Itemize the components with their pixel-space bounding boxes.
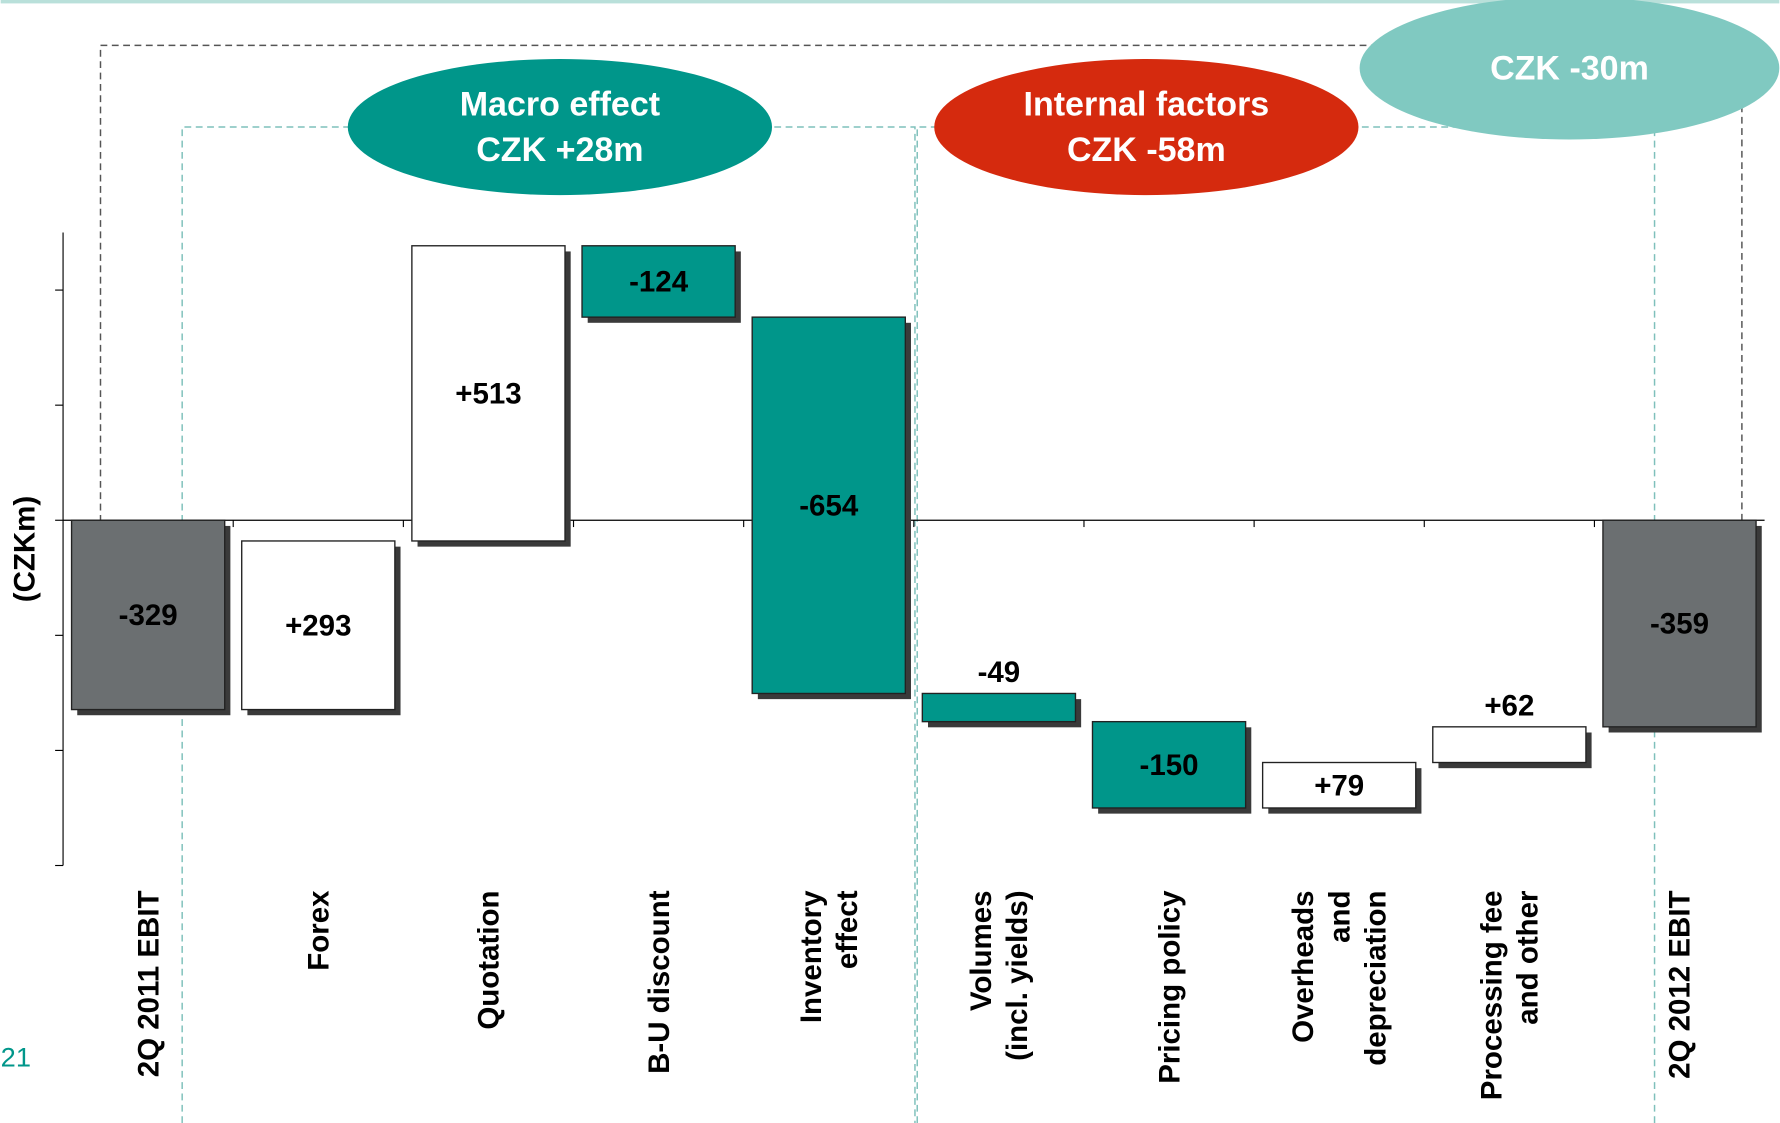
annotation-text: Macro effect <box>460 86 660 124</box>
annotation-bubble <box>347 58 773 196</box>
value-label: +293 <box>285 609 351 642</box>
x-tick-label: effect <box>831 890 864 969</box>
annotation-text: CZK +28m <box>476 131 643 169</box>
value-label: +513 <box>455 378 521 411</box>
bar <box>1261 761 1417 809</box>
bar <box>411 245 566 542</box>
x-tick-label: and <box>1323 890 1356 942</box>
annotation-bubble <box>934 58 1359 196</box>
x-tick-label: Volumes <box>965 890 998 1011</box>
top-border <box>0 0 1780 4</box>
bar <box>581 245 736 318</box>
x-tick-label: Pricing policy <box>1153 890 1186 1084</box>
annotation-text: Internal factors <box>1023 86 1269 124</box>
bar <box>1091 720 1247 809</box>
bar <box>241 540 396 711</box>
value-label: -654 <box>799 489 859 522</box>
value-label: -124 <box>629 266 689 299</box>
x-tick-label: Quotation <box>473 890 506 1029</box>
value-label: -359 <box>1650 608 1709 641</box>
x-tick-label: depreciation <box>1360 890 1393 1065</box>
x-tick-label: (incl. yields) <box>1001 890 1034 1060</box>
value-label: +62 <box>1484 689 1534 722</box>
annotation-text: CZK -58m <box>1067 131 1226 169</box>
value-label: +79 <box>1314 769 1364 802</box>
x-tick-label: B-U discount <box>643 890 676 1074</box>
x-tick-label: Processing fee <box>1475 890 1508 1100</box>
value-label: -49 <box>978 656 1021 689</box>
bar <box>70 519 226 711</box>
x-tick-label: and other <box>1512 890 1545 1025</box>
bar <box>921 692 1077 723</box>
value-label: -329 <box>119 599 178 632</box>
bar <box>1602 519 1757 728</box>
x-tick-label: 2Q 2011 EBIT <box>132 890 165 1077</box>
total-frame <box>99 44 1743 522</box>
y-axis-label: (CZKm) <box>9 496 42 602</box>
value-label: -150 <box>1140 749 1199 782</box>
x-tick-label: Forex <box>302 890 335 971</box>
bar <box>751 316 906 695</box>
annotation-text: CZK -30m <box>1490 49 1649 87</box>
annotation-bubble <box>1359 0 1780 140</box>
page-number: 21 <box>1 1041 31 1072</box>
x-tick-label: Inventory <box>795 890 828 1023</box>
bar <box>1432 726 1587 764</box>
x-tick-label: 2Q 2012 EBIT <box>1664 890 1697 1078</box>
x-tick-label: Overheads <box>1287 890 1320 1042</box>
